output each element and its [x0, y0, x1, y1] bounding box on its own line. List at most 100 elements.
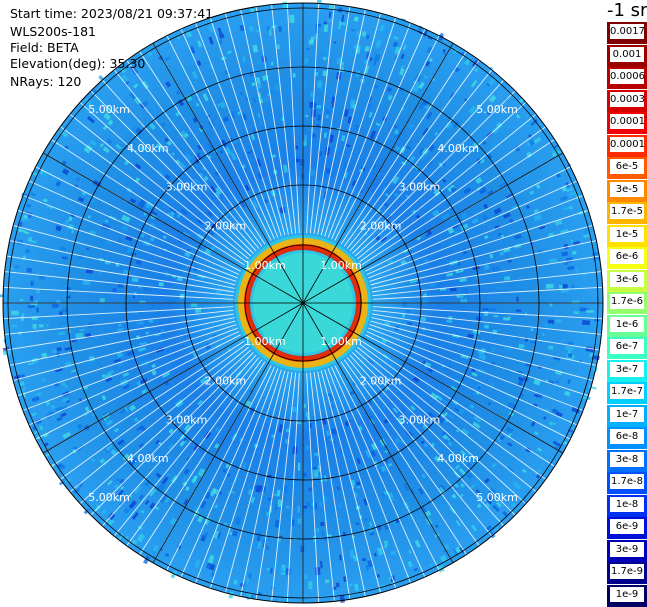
- ray-line: [286, 372, 300, 603]
- ray-line: [366, 331, 578, 426]
- colorbar-swatch: 1.7e-5: [607, 202, 647, 224]
- colorbar-swatch: 0.0003: [607, 89, 647, 112]
- ray-line: [60, 343, 247, 480]
- ray-line: [349, 79, 505, 252]
- range-ring-label: 1.00km: [244, 335, 286, 348]
- colorbar-tick-label: 1e-5: [610, 226, 644, 242]
- ray-line: [101, 79, 257, 252]
- ray-line: [3, 306, 234, 320]
- ray-line: [90, 352, 254, 516]
- colorbar-tick-label: 3e-5: [610, 181, 644, 197]
- range-ring-label: 5.00km: [476, 491, 518, 504]
- colorbar-swatch: 0.001: [607, 44, 647, 67]
- colorbar-swatch: 3e-9: [607, 539, 647, 562]
- ray-line: [317, 371, 366, 597]
- ray-line: [359, 126, 546, 263]
- ray-line: [372, 255, 600, 293]
- field-label: Field: BETA: [10, 40, 79, 55]
- ray-line: [340, 361, 467, 555]
- ray-lines: [3, 3, 603, 603]
- ray-line: [139, 361, 266, 555]
- range-ring-label: 4.00km: [127, 452, 169, 465]
- ray-line: [6, 313, 234, 351]
- ray-line: [334, 365, 440, 571]
- range-ring-label: 1.00km: [320, 259, 362, 272]
- colorbar-tick-label: 1e-9: [610, 586, 644, 602]
- ray-line: [343, 60, 480, 247]
- range-ring-label: 2.00km: [360, 219, 402, 232]
- range-ring-label: 5.00km: [88, 103, 130, 116]
- colorbar-tick-label: 3e-6: [610, 271, 644, 287]
- colorbar-tick-label: 0.0006: [610, 69, 645, 84]
- ray-line: [224, 370, 286, 593]
- ray-line: [240, 371, 289, 597]
- start-time-label: Start time: 2023/08/21 09:37:41: [10, 6, 214, 21]
- ray-line: [306, 372, 320, 603]
- colorbar-swatch: 1e-9: [607, 584, 647, 607]
- ray-line: [334, 35, 440, 241]
- range-ring-label: 4.00km: [437, 142, 479, 155]
- colorbar-tick-label: 0.00017: [610, 114, 647, 129]
- azimuth-spoke: [42, 152, 304, 304]
- colorbar-tick-label: 0.001: [610, 46, 644, 62]
- ray-line: [79, 349, 252, 505]
- ray-line: [60, 126, 247, 263]
- colorbar-tick-label: 1.7e-6: [610, 294, 644, 309]
- colorbar-swatch: 6e-5: [607, 157, 647, 179]
- colorbar-tick-label: 1.7e-8: [610, 474, 644, 489]
- ray-line: [340, 51, 467, 245]
- ray-line: [372, 306, 603, 320]
- ray-line: [372, 271, 602, 297]
- ray-line: [361, 139, 555, 266]
- instrument-label: WLS200s-181: [10, 24, 96, 39]
- ray-line: [331, 28, 426, 240]
- colorbar-swatch: 3e-7: [607, 359, 647, 382]
- ray-line: [327, 368, 411, 584]
- colorbar-tick-label: 1e-8: [610, 496, 644, 512]
- range-ring-label: 2.00km: [205, 375, 247, 388]
- range-ring-label: 3.00km: [399, 181, 441, 194]
- ray-line: [317, 9, 366, 235]
- ray-line: [209, 17, 282, 237]
- ray-line: [371, 240, 597, 289]
- ray-line: [349, 354, 505, 527]
- range-ring-label: 5.00km: [88, 491, 130, 504]
- colorbar-tick-label: 3e-8: [610, 451, 644, 467]
- colorbar-tick-label: 0.0003: [610, 91, 645, 107]
- range-ring-label: 1.00km: [244, 259, 286, 272]
- ray-line: [17, 209, 237, 282]
- ray-line: [139, 51, 266, 245]
- ray-line: [166, 35, 272, 241]
- ray-line: [255, 372, 293, 600]
- colorbar-tick-label: 1.7e-5: [610, 204, 644, 219]
- colorbar-swatch: 1.7e-7: [607, 382, 647, 404]
- ray-line: [365, 334, 571, 440]
- azimuth-spoke: [152, 302, 304, 563]
- range-ring-label: 2.00km: [360, 375, 402, 388]
- colorbar-swatch: 3e-8: [607, 449, 647, 472]
- ray-line: [357, 113, 537, 260]
- colorbar-tick-label: 1e-6: [610, 316, 644, 332]
- ray-line: [372, 313, 600, 351]
- ray-line: [22, 195, 238, 279]
- colorbar-swatch: 1.7e-8: [607, 472, 647, 494]
- colorbar-swatch: 1.7e-6: [607, 292, 647, 314]
- colorbar-tick-label: 1e-7: [610, 406, 644, 422]
- ray-line: [346, 357, 493, 537]
- colorbar-swatch: 6e-7: [607, 337, 647, 359]
- colorbar-tick-label: 1.7e-9: [610, 564, 644, 579]
- colorbar-swatch: 0.00017: [607, 112, 647, 134]
- azimuth-spoke: [152, 42, 304, 304]
- ray-line: [271, 372, 297, 602]
- ray-line: [79, 101, 252, 257]
- ray-line: [224, 13, 286, 236]
- ray-line: [359, 343, 546, 480]
- ray-line: [28, 331, 240, 426]
- ray-line: [35, 166, 241, 272]
- ray-line: [4, 271, 234, 297]
- ray-line: [306, 3, 320, 234]
- ray-line: [365, 166, 571, 272]
- colorbar-swatch: 1.7e-9: [607, 562, 647, 584]
- ray-line: [17, 324, 237, 397]
- ray-line: [28, 180, 240, 275]
